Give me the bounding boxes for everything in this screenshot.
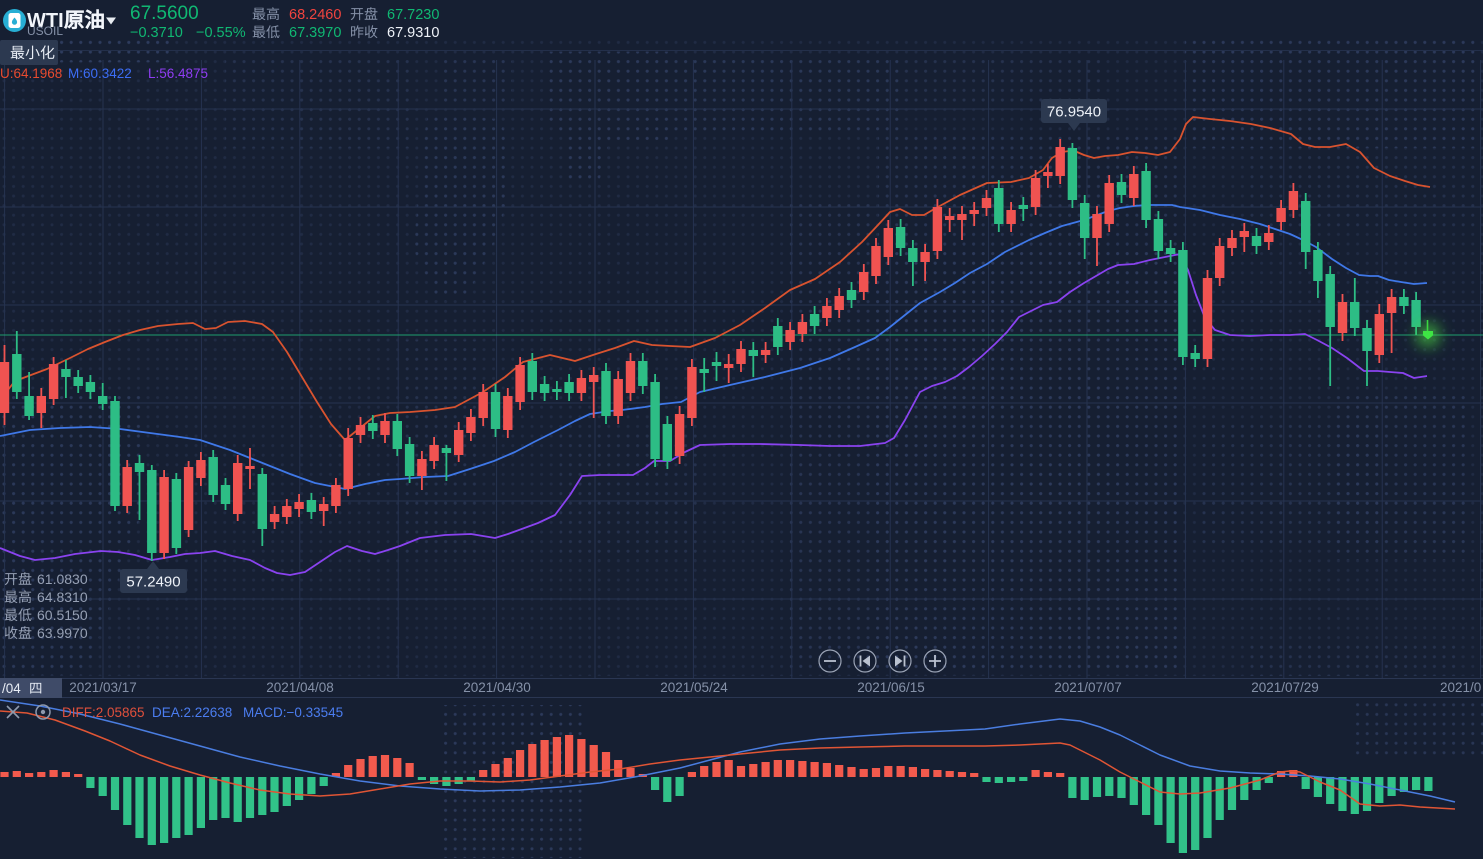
svg-text:60.5150: 60.5150 <box>37 607 88 623</box>
svg-text:76.9540: 76.9540 <box>1047 104 1101 121</box>
svg-text:2021/06/15: 2021/06/15 <box>857 680 925 695</box>
svg-text:/04: /04 <box>2 681 21 696</box>
svg-text:63.9970: 63.9970 <box>37 625 88 641</box>
svg-text:2021/07/07: 2021/07/07 <box>1054 680 1122 695</box>
svg-text:64.8310: 64.8310 <box>37 589 88 605</box>
svg-text:DEA:2.22638: DEA:2.22638 <box>152 705 232 720</box>
svg-text:2021/03/17: 2021/03/17 <box>69 680 137 695</box>
svg-text:MACD:−0.33545: MACD:−0.33545 <box>243 705 343 720</box>
svg-text:DIFF:2.05865: DIFF:2.05865 <box>62 705 145 720</box>
svg-text:2021/07/29: 2021/07/29 <box>1251 680 1319 695</box>
svg-text:61.0830: 61.0830 <box>37 571 88 587</box>
svg-text:USOIL: USOIL <box>27 24 63 38</box>
svg-text:L:56.4875: L:56.4875 <box>148 66 208 81</box>
svg-text:U:64.1968: U:64.1968 <box>0 66 62 81</box>
svg-text:2021/04/30: 2021/04/30 <box>463 680 531 695</box>
svg-text:M:60.3422: M:60.3422 <box>68 66 132 81</box>
svg-text:67.3970: 67.3970 <box>289 25 341 41</box>
svg-text:−0.3710: −0.3710 <box>130 25 183 41</box>
svg-text:2021/04/08: 2021/04/08 <box>266 680 334 695</box>
svg-text:67.7230: 67.7230 <box>387 7 439 23</box>
svg-text:2021/05/24: 2021/05/24 <box>660 680 728 695</box>
svg-text:67.9310: 67.9310 <box>387 25 439 41</box>
svg-text:−0.55%: −0.55% <box>196 25 246 41</box>
svg-text:57.2490: 57.2490 <box>126 574 180 591</box>
svg-text:68.2460: 68.2460 <box>289 7 341 23</box>
svg-text:67.5600: 67.5600 <box>130 3 199 24</box>
svg-text:2021/0: 2021/0 <box>1440 680 1481 695</box>
svg-text:WTI: WTI <box>27 10 64 32</box>
